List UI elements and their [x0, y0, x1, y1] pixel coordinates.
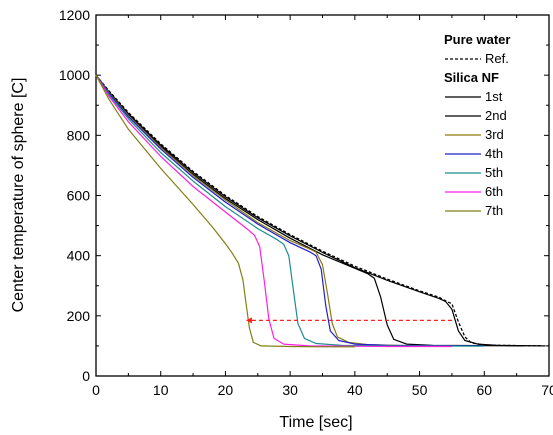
- legend-label-ref: Ref.: [485, 51, 509, 66]
- x-tick-label: 10: [153, 382, 169, 398]
- y-axis-title: Center temperature of sphere [C]: [10, 78, 27, 313]
- y-tick-label: 800: [67, 127, 91, 143]
- legend-label-4th: 4th: [485, 146, 503, 161]
- series-line-1st: [95, 74, 543, 347]
- legend-label-6th: 6th: [485, 184, 503, 199]
- y-tick-label: 1000: [59, 67, 90, 83]
- series-line-6th: [95, 74, 452, 348]
- series-line-5th: [95, 74, 485, 347]
- legend: Pure water Ref. Silica NF 1st 2nd 3rd 4th 5th 6t…: [444, 32, 510, 218]
- axes: 0 10 20 30 40 50 60 70 0 200 400 600 800 1000 1200: [59, 7, 553, 398]
- series-line-ref: [95, 74, 550, 347]
- x-tick-label: 20: [218, 382, 234, 398]
- legend-label-5th: 5th: [485, 165, 503, 180]
- series-line-3rd: [95, 74, 452, 347]
- x-tick-label: 70: [541, 382, 553, 398]
- x-axis-title: Time [sec]: [279, 414, 352, 431]
- x-tick-label: 60: [476, 382, 492, 398]
- x-tick-label: 40: [347, 382, 363, 398]
- series-line-2nd: [95, 74, 524, 347]
- x-tick-label: 30: [282, 382, 298, 398]
- series-line-7th: [95, 74, 355, 348]
- legend-label-3rd: 3rd: [485, 127, 504, 142]
- legend-label-2nd: 2nd: [485, 108, 507, 123]
- y-tick-label: 1200: [59, 7, 90, 23]
- series-lines: [95, 74, 550, 348]
- legend-label-1st: 1st: [485, 89, 503, 104]
- legend-label-7th: 7th: [485, 203, 503, 218]
- legend-title-silica-nf: Silica NF: [444, 70, 499, 85]
- x-tick-label: 0: [92, 382, 100, 398]
- series-line-4th: [95, 74, 485, 347]
- legend-title-pure-water: Pure water: [444, 32, 510, 47]
- y-tick-label: 400: [67, 248, 91, 264]
- x-tick-label: 50: [412, 382, 428, 398]
- y-tick-label: 0: [82, 368, 90, 384]
- y-tick-label: 600: [67, 188, 91, 204]
- y-tick-label: 200: [67, 308, 91, 324]
